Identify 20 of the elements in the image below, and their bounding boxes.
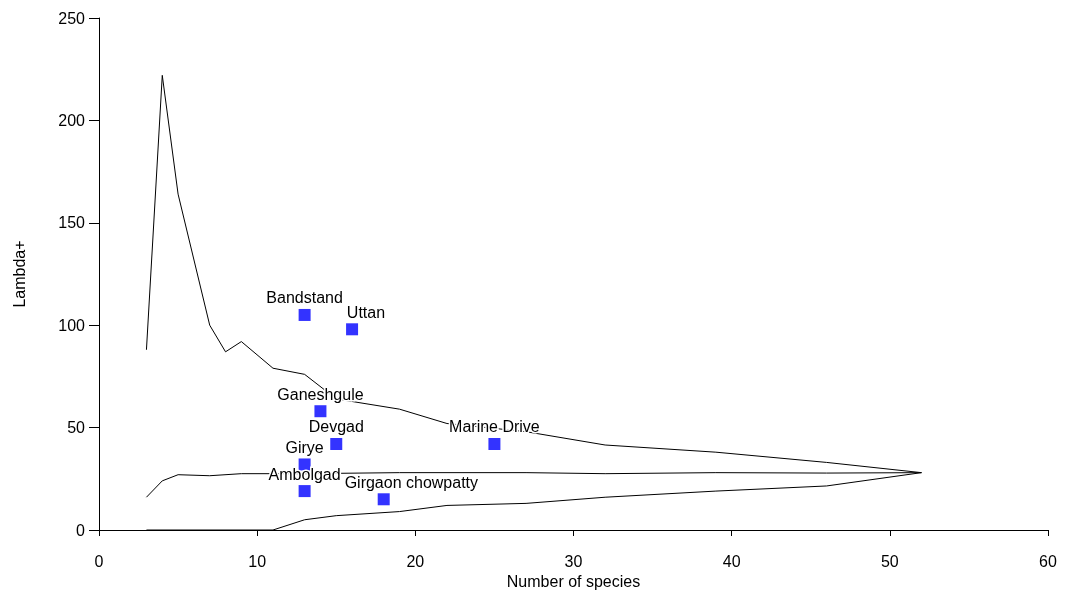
x-tick-label: 40 [722,552,741,570]
y-tick-label: 50 [67,419,86,437]
y-tick-label: 100 [58,316,86,334]
x-tick-label: 30 [564,552,583,570]
y-tick-label: 250 [58,9,86,27]
y-tick-label: 200 [58,111,86,129]
y-tick-label: 0 [76,521,86,539]
y-axis-title: Lambda+ [10,240,28,308]
annotation: Girye [285,438,324,456]
x-tick-label: 60 [1039,552,1057,570]
annotation: Devgad [308,418,364,436]
x-tick-label: 10 [248,552,267,570]
y-tick-label: 150 [58,214,86,232]
annotation: Uttan [346,303,386,321]
x-tick-label: 50 [880,552,899,570]
annotation: Bandstand [266,289,343,307]
x-tick-label: 0 [94,552,104,570]
x-tick-label: 20 [406,552,425,570]
annotation: Girgaon chowpatty [344,473,479,491]
x-axis-title: Number of species [506,573,641,591]
